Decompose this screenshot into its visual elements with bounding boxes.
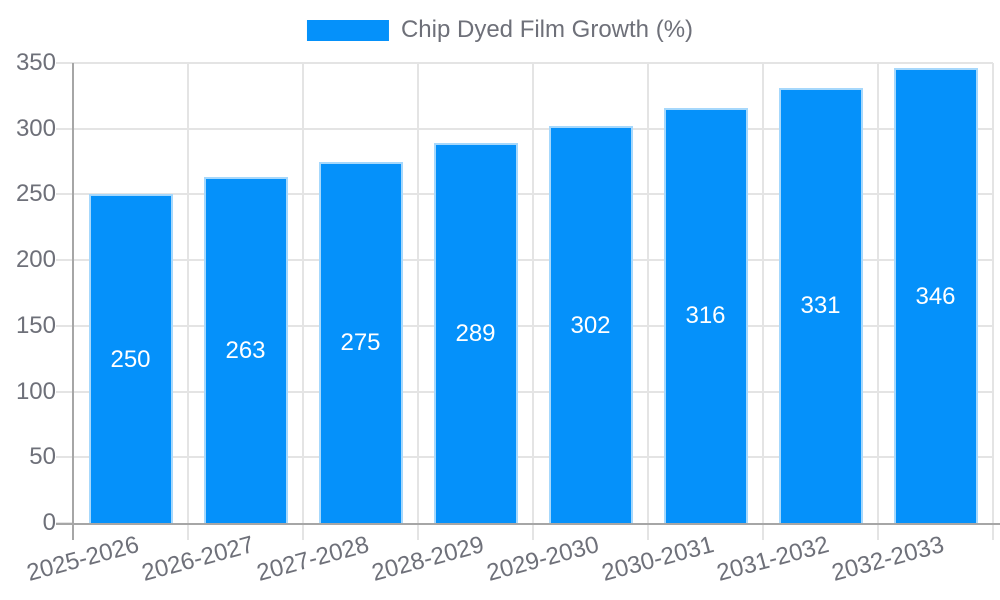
x-gridline	[877, 63, 879, 523]
x-axis-tick	[417, 523, 419, 540]
x-axis-tick	[877, 523, 879, 540]
x-gridline	[417, 63, 419, 523]
y-axis-tick	[56, 456, 73, 459]
bar[interactable]: 275	[318, 161, 403, 523]
x-gridline	[992, 63, 994, 523]
x-axis-category-label: 2029-2030	[483, 531, 602, 587]
y-axis-tick-label: 200	[15, 246, 56, 274]
bar-value-label: 289	[455, 320, 496, 348]
bar-value-label: 275	[340, 329, 381, 357]
y-axis-tick-label: 100	[15, 377, 56, 405]
x-gridline	[187, 63, 189, 523]
bar-value-label: 346	[915, 282, 956, 310]
legend-item[interactable]: Chip Dyed Film Growth (%)	[306, 16, 694, 44]
x-gridline	[302, 63, 304, 523]
x-gridline	[762, 63, 764, 523]
x-axis-line	[56, 523, 1000, 525]
bar-value-label: 250	[110, 345, 151, 373]
bar[interactable]: 316	[663, 107, 748, 523]
y-axis-tick	[56, 390, 73, 393]
x-gridline	[647, 63, 649, 523]
x-axis-tick	[187, 523, 189, 540]
y-axis-tick-label: 250	[15, 180, 56, 208]
y-axis-tick	[56, 324, 73, 327]
x-axis-category-label: 2026-2027	[138, 531, 257, 587]
legend-label: Chip Dyed Film Growth (%)	[400, 16, 694, 43]
x-axis-category-label: 2031-2032	[713, 531, 832, 587]
y-axis-tick-label: 350	[15, 49, 56, 76]
x-axis-tick	[762, 523, 764, 540]
x-axis-category-label: 2025-2026	[23, 531, 142, 587]
x-axis-tick	[647, 523, 649, 540]
bar[interactable]: 250	[88, 194, 173, 523]
y-axis-tick	[56, 193, 73, 196]
y-axis-line	[72, 63, 74, 540]
y-axis-tick-label: 300	[15, 114, 56, 142]
x-axis-tick	[992, 523, 994, 540]
bar-value-label: 331	[800, 292, 841, 320]
x-axis-category-label: 2028-2029	[368, 531, 487, 587]
x-axis-tick	[302, 523, 304, 540]
bar[interactable]: 302	[548, 126, 633, 523]
bar[interactable]: 346	[893, 68, 978, 523]
y-axis-tick-label: 50	[29, 443, 56, 471]
y-axis-tick	[56, 62, 73, 64]
x-axis-tick	[532, 523, 534, 540]
y-axis-tick-label: 150	[15, 311, 56, 339]
x-axis-category-label: 2030-2031	[598, 531, 717, 587]
legend-swatch	[306, 19, 389, 41]
bar-value-label: 316	[685, 302, 726, 330]
y-axis-tick	[56, 259, 73, 262]
bar-value-label: 302	[570, 311, 611, 339]
bar[interactable]: 263	[203, 177, 288, 523]
bar[interactable]: 289	[433, 143, 518, 523]
bar[interactable]: 331	[778, 87, 863, 523]
y-axis-tick	[56, 127, 73, 130]
bar-value-label: 263	[225, 337, 266, 365]
x-gridline	[532, 63, 534, 523]
y-axis-tick-label: 0	[42, 509, 56, 536]
x-axis-category-label: 2032-2033	[828, 531, 947, 587]
x-axis-category-label: 2027-2028	[253, 531, 372, 587]
